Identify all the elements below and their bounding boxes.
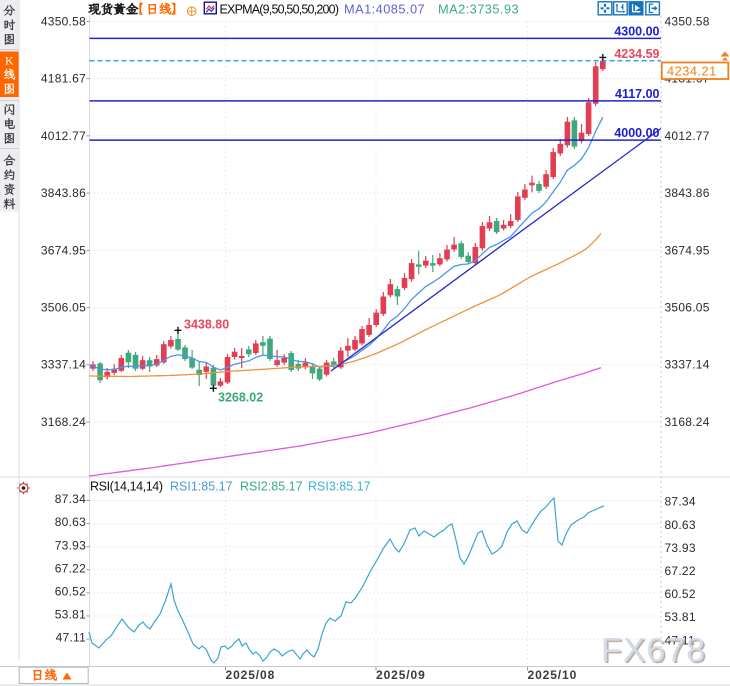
svg-text:RSI2:85.17: RSI2:85.17 [240, 480, 303, 494]
svg-text:60.52: 60.52 [665, 587, 696, 601]
svg-text:3843.86: 3843.86 [41, 186, 86, 200]
svg-text:47.11: 47.11 [56, 631, 86, 645]
svg-text:3506.05: 3506.05 [665, 301, 710, 315]
svg-text:87.34: 87.34 [55, 492, 86, 506]
svg-text:4181.67: 4181.67 [41, 72, 86, 86]
svg-text:4012.77: 4012.77 [665, 129, 710, 143]
svg-text:FX678: FX678 [603, 633, 708, 671]
svg-text:4350.58: 4350.58 [665, 14, 710, 28]
svg-text:67.22: 67.22 [55, 561, 86, 575]
svg-text:4300.00: 4300.00 [614, 24, 659, 38]
svg-text:3674.95: 3674.95 [665, 243, 710, 257]
svg-text:80.63: 80.63 [665, 518, 696, 532]
svg-text:3168.24: 3168.24 [41, 415, 86, 429]
svg-text:53.81: 53.81 [55, 608, 86, 622]
svg-text:2025/10: 2025/10 [528, 668, 578, 682]
svg-text:4234.59: 4234.59 [614, 47, 659, 61]
svg-text:2025/08: 2025/08 [226, 668, 276, 682]
svg-text:MA2:3735.93: MA2:3735.93 [438, 2, 519, 17]
svg-text:80.63: 80.63 [55, 515, 86, 529]
svg-text:RSI(14,14,14): RSI(14,14,14) [90, 480, 163, 494]
svg-text:3438.80: 3438.80 [184, 318, 229, 332]
svg-text:EXPMA(9,50,50,50,200): EXPMA(9,50,50,50,200) [220, 3, 339, 17]
svg-text:47.11: 47.11 [665, 633, 695, 647]
svg-text:3843.86: 3843.86 [665, 186, 710, 200]
svg-text:MA1:4085.07: MA1:4085.07 [344, 2, 425, 17]
svg-text:K: K [5, 54, 14, 68]
svg-text:4117.00: 4117.00 [615, 87, 660, 101]
svg-text:2025/09: 2025/09 [376, 668, 426, 682]
svg-text:60.52: 60.52 [55, 585, 86, 599]
svg-text:4350.58: 4350.58 [41, 14, 86, 28]
svg-text:3337.14: 3337.14 [665, 358, 710, 372]
svg-text:RSI1:85.17: RSI1:85.17 [170, 480, 233, 494]
svg-text:3268.02: 3268.02 [218, 391, 263, 405]
svg-text:53.81: 53.81 [665, 610, 696, 624]
svg-text:3337.14: 3337.14 [41, 358, 86, 372]
svg-text:4012.77: 4012.77 [41, 129, 86, 143]
svg-text:73.93: 73.93 [55, 538, 86, 552]
svg-text:3506.05: 3506.05 [41, 301, 86, 315]
svg-text:67.22: 67.22 [665, 564, 696, 578]
svg-text:73.93: 73.93 [665, 541, 696, 555]
svg-text:87.34: 87.34 [665, 495, 696, 509]
svg-text:3168.24: 3168.24 [665, 415, 710, 429]
svg-text:FX678: FX678 [601, 632, 706, 670]
svg-text:4234.21: 4234.21 [667, 64, 717, 79]
svg-text:RSI3:85.17: RSI3:85.17 [308, 480, 371, 494]
svg-text:4000.00: 4000.00 [614, 126, 659, 140]
svg-text:3674.95: 3674.95 [41, 243, 86, 257]
